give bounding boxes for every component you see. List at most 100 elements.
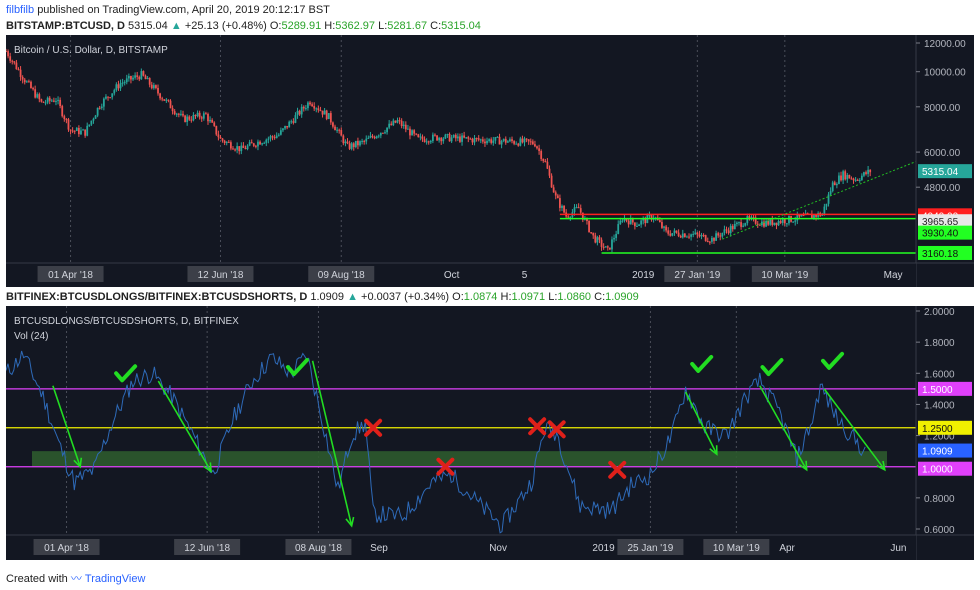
candle-body (365, 138, 368, 142)
candle-body (117, 84, 120, 89)
price-chart-panel[interactable]: 12000.00 10000.00 8000.00 6000.00 4800.00 531… (5, 35, 974, 287)
candle-body (456, 136, 459, 139)
candle-body (242, 145, 245, 148)
bottom-close: 1.0909 (605, 291, 639, 303)
candle-body (673, 230, 676, 234)
candle-body (559, 198, 561, 208)
candle-body (736, 222, 738, 224)
candle-body (121, 82, 124, 84)
ratio-tick-label: 1.4000 (924, 400, 955, 411)
candle-body (781, 219, 784, 223)
candle-body (723, 229, 726, 233)
candle-body (167, 99, 170, 101)
candle-body (556, 195, 559, 199)
price-chart-title: Bitcoin / U.S. Dollar, D, BITSTAMP (14, 45, 168, 56)
date-badge-bg (617, 539, 684, 555)
candle-body (411, 130, 413, 136)
candle-body (127, 76, 130, 79)
candle-body (515, 143, 518, 145)
candle-body (213, 122, 216, 126)
candle-body (531, 141, 534, 145)
support-zone (32, 451, 887, 467)
candle-body (138, 76, 141, 80)
candle-body (319, 110, 322, 112)
candle-body (675, 230, 678, 233)
candle-body (846, 174, 849, 180)
candle-body (579, 208, 582, 213)
candle-body (261, 143, 264, 145)
candle-body (525, 138, 528, 140)
trend-line-dotted (722, 161, 917, 240)
time-tick-label: Jun (890, 543, 906, 554)
candle-body (304, 108, 307, 110)
candle-body (744, 223, 747, 226)
bottom-symbol[interactable]: BITFINEX:BTCUSDLONGS/BITFINEX:BTCUSDSHOR… (6, 291, 308, 303)
candle-body (802, 215, 805, 217)
ratio-series-line (5, 350, 866, 534)
ratio-tick-label: 1.6000 (924, 369, 955, 380)
candle-body (61, 106, 64, 117)
candle-body (844, 171, 847, 180)
candle-body (98, 107, 101, 109)
candle-body (186, 116, 189, 122)
candle-body (257, 141, 259, 147)
bottom-o-label: O: (452, 291, 464, 303)
candle-body (577, 207, 580, 209)
candle-body (708, 241, 711, 243)
candle-body (500, 140, 503, 145)
candle-body (492, 140, 495, 143)
tradingview-link[interactable]: TradingView (84, 573, 146, 585)
candle-body (282, 128, 284, 131)
candle-body (396, 120, 399, 123)
candle-body (550, 175, 553, 188)
candle-body (509, 139, 511, 142)
candle-body (105, 96, 107, 99)
candle-body (823, 206, 826, 215)
candle-body (854, 179, 857, 181)
candle-body (696, 232, 699, 235)
candle-body (690, 234, 693, 237)
candle-body (25, 81, 28, 83)
candle-body (250, 142, 253, 144)
candle-body (694, 232, 697, 234)
price-chart[interactable]: 12000.0010000.008000.006000.004800.00531… (5, 35, 974, 287)
created-with: Created with (6, 573, 68, 585)
candle-body (658, 220, 661, 223)
candle-body (754, 217, 757, 224)
candle-body (442, 138, 445, 142)
candle-body (130, 76, 132, 80)
top-h-label: H: (324, 20, 336, 32)
candle-body (554, 192, 557, 196)
time-tick-label: 27 Jan '19 (674, 270, 720, 281)
candle-body (336, 129, 338, 131)
candle-body (681, 233, 684, 238)
top-symbol[interactable]: BITSTAMP:BTCUSD, D (6, 20, 125, 32)
level-badge-1-0909-bg (918, 443, 972, 458)
candle-body (473, 138, 476, 143)
author-link[interactable]: filbfilb (6, 4, 35, 16)
tradingview-logo-icon: 〰 (70, 573, 82, 585)
candle-body (338, 129, 341, 131)
candle-body (88, 124, 91, 126)
candle-body (323, 110, 326, 115)
candle-body (665, 226, 668, 231)
candle-body (248, 142, 251, 146)
time-tick-label: 12 Jun '18 (198, 270, 244, 281)
candle-body (661, 222, 663, 228)
candle-body (813, 214, 815, 218)
candle-body (865, 172, 867, 174)
candle-body (783, 219, 786, 224)
candle-body (602, 246, 605, 248)
candle-body (48, 97, 51, 101)
candle-body (427, 141, 430, 143)
candle-body (28, 81, 30, 83)
candle-body (159, 93, 161, 99)
ratio-chart-panel[interactable]: 2.0000 1.8000 1.6000 1.4000 1.2000 0.8000 0.60… (5, 306, 974, 560)
price-tick-label: 8000.00 (924, 103, 961, 114)
candle-body (669, 233, 672, 236)
down-arrow-line (52, 385, 81, 467)
ratio-chart[interactable]: 2.0000 1.8000 1.6000 1.4000 1.2000 0.8000 0.60… (5, 306, 974, 560)
date-badge-bg (187, 266, 254, 282)
candle-body (73, 130, 76, 132)
candle-body (302, 106, 305, 109)
